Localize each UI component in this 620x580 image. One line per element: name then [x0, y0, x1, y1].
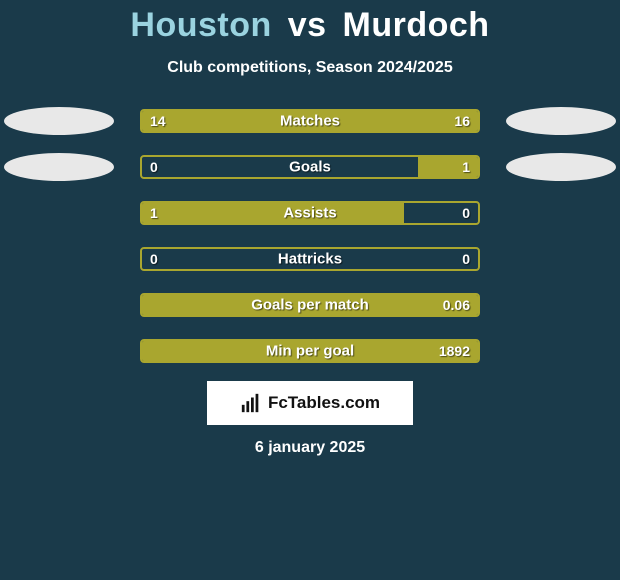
date-text: 6 january 2025: [0, 439, 620, 457]
subtitle: Club competitions, Season 2024/2025: [0, 59, 620, 77]
stat-label: Min per goal: [142, 343, 478, 360]
player2-name: Murdoch: [343, 6, 490, 44]
stat-label: Assists: [142, 205, 478, 222]
stat-label: Hattricks: [142, 251, 478, 268]
page-title: Houston vs Murdoch: [0, 0, 620, 45]
stat-label: Matches: [142, 113, 478, 130]
vs-text: vs: [288, 6, 327, 44]
bar-chart-icon: [240, 392, 262, 414]
stat-bar: 1416Matches: [140, 109, 480, 133]
stat-bar: 00Hattricks: [140, 247, 480, 271]
player-photo-right: [506, 153, 616, 181]
brand-badge: FcTables.com: [207, 381, 413, 425]
brand-text: FcTables.com: [268, 393, 380, 413]
stat-bar: 0.06Goals per match: [140, 293, 480, 317]
stat-bar: 01Goals: [140, 155, 480, 179]
stat-row: 10Assists: [0, 201, 620, 225]
stat-label: Goals per match: [142, 297, 478, 314]
player1-name: Houston: [130, 6, 271, 44]
player-photo-left: [4, 153, 114, 181]
stat-row: 1892Min per goal: [0, 339, 620, 363]
stat-rows: 1416Matches 01Goals 10Assists 00Hattricks 0.…: [0, 109, 620, 363]
player-photo-right: [506, 107, 616, 135]
stat-row: 0.06Goals per match: [0, 293, 620, 317]
stat-bar: 10Assists: [140, 201, 480, 225]
stat-label: Goals: [142, 159, 478, 176]
stat-bar: 1892Min per goal: [140, 339, 480, 363]
stat-row: 00Hattricks: [0, 247, 620, 271]
player-photo-left: [4, 107, 114, 135]
stat-row: 01Goals: [0, 155, 620, 179]
content-root: Houston vs Murdoch Club competitions, Se…: [0, 0, 620, 580]
stat-row: 1416Matches: [0, 109, 620, 133]
